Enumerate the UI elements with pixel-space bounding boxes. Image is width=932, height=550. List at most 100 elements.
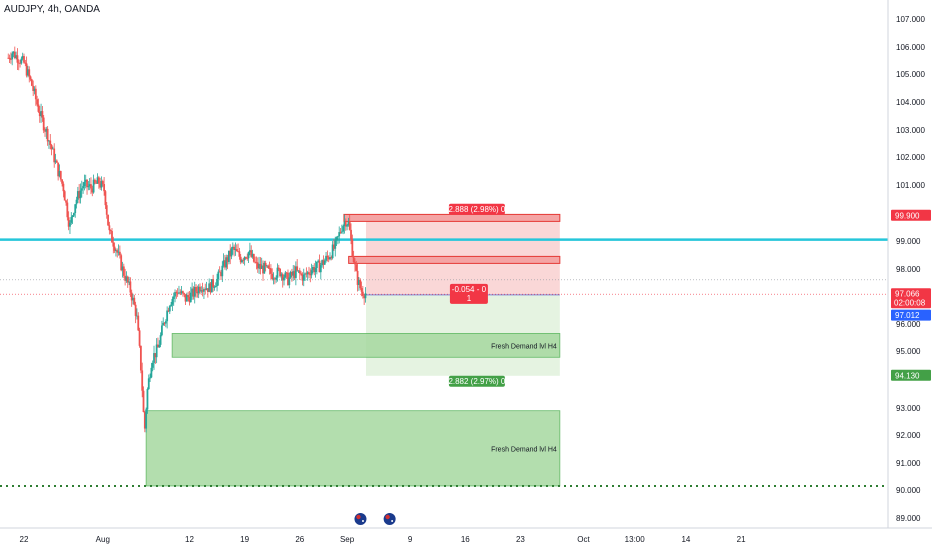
candle-body xyxy=(354,261,356,265)
candle-body xyxy=(241,260,243,263)
candle-body xyxy=(94,179,96,183)
pnl-label: -0.054 - 01 xyxy=(449,283,488,304)
candle-body xyxy=(32,85,35,91)
candle-body xyxy=(115,250,117,252)
candle-body xyxy=(159,335,162,345)
candle-body xyxy=(50,144,53,150)
candle-body xyxy=(12,51,15,54)
candle-body xyxy=(243,257,246,261)
candle-body xyxy=(252,254,255,262)
candle-body xyxy=(136,315,138,317)
price-tick-label: 102.000 xyxy=(896,153,925,162)
candle-body xyxy=(69,222,71,227)
candle-body xyxy=(62,183,65,192)
supply-zone xyxy=(348,255,561,264)
candle-body xyxy=(321,260,324,266)
price-tick-label: 90.000 xyxy=(896,486,921,495)
candle-body xyxy=(331,244,334,259)
candle-body xyxy=(214,286,217,288)
candle-body xyxy=(145,409,148,429)
candle-body xyxy=(213,287,216,288)
candle-body xyxy=(296,266,299,271)
candle-body xyxy=(230,248,233,257)
candle-body xyxy=(195,287,197,292)
candle-body xyxy=(107,214,109,226)
candle-body xyxy=(191,288,194,293)
candle-body xyxy=(73,213,75,216)
time-tick-label: Sep xyxy=(340,535,355,544)
event-flag-circle xyxy=(382,512,397,526)
candle-body xyxy=(340,231,343,233)
candle-body xyxy=(224,260,226,268)
price-tick-label: 105.000 xyxy=(896,70,925,79)
candle-body xyxy=(206,288,209,292)
pnl-label-text: 1 xyxy=(467,294,472,303)
pnl-label-text: -0.054 - 0 xyxy=(452,285,487,294)
candle-body xyxy=(109,230,112,232)
candle-body xyxy=(183,293,186,295)
candle-body xyxy=(293,271,296,278)
price-tag-box xyxy=(891,209,931,221)
candle-body xyxy=(364,293,367,299)
candle-body xyxy=(226,257,229,262)
candle-body xyxy=(259,263,262,269)
candle-body xyxy=(59,171,62,180)
candle-body xyxy=(51,148,54,150)
candle-body xyxy=(266,265,268,267)
candle-body xyxy=(225,257,228,268)
time-tick-label: 14 xyxy=(681,535,690,544)
event-flag-icon[interactable] xyxy=(382,512,397,526)
candle-body xyxy=(255,262,258,263)
candle-body xyxy=(143,412,146,429)
candle-body xyxy=(210,279,213,293)
candle-body xyxy=(84,179,87,182)
candle-body xyxy=(167,310,170,312)
event-flag-icon[interactable] xyxy=(353,512,368,526)
candle-body xyxy=(271,273,274,280)
candle-body xyxy=(185,295,188,302)
time-axis[interactable]: 22 Aug 12 19 26 Sep 9 16 23 Oct 13:00 14 21 xyxy=(0,512,932,545)
candle-body xyxy=(149,377,151,379)
candle-body xyxy=(176,292,179,294)
candle-body xyxy=(248,250,251,253)
candle-body xyxy=(239,256,242,263)
candle-body xyxy=(133,297,136,305)
candle-body xyxy=(23,56,25,63)
candle-body xyxy=(317,260,320,262)
price-tag-box xyxy=(891,309,931,321)
stop-label-text: 2.888 (2.98%) 0 xyxy=(448,205,505,214)
price-axis[interactable]: 89.000 90.000 91.000 92.000 93.000 95.000 96.0… xyxy=(887,0,931,528)
time-tick-label: 23 xyxy=(516,535,525,544)
candle-body xyxy=(44,130,46,132)
time-tick-label: 21 xyxy=(737,535,746,544)
candle-body xyxy=(20,58,23,64)
candle-body xyxy=(164,321,167,324)
candle-body xyxy=(309,274,312,276)
candle-body xyxy=(8,57,11,60)
zones-layer xyxy=(145,213,561,487)
candle-body xyxy=(157,344,159,348)
candle-body xyxy=(161,325,163,336)
demand-zone-label: Fresh Demand lvl H4 xyxy=(491,446,557,453)
candle-body xyxy=(71,215,74,218)
event-flag-circle xyxy=(353,512,368,526)
price-tag: 97.012 xyxy=(891,309,931,321)
event-flag-star xyxy=(361,520,364,522)
candle-body xyxy=(126,276,129,283)
candle-body xyxy=(168,306,171,312)
candle-body xyxy=(142,390,145,413)
candle-body xyxy=(9,59,12,60)
candle-body xyxy=(234,249,237,251)
candle-body xyxy=(118,251,121,256)
candle-body xyxy=(260,265,263,269)
candle-body xyxy=(220,272,222,277)
candle-body xyxy=(88,184,91,187)
candle-body xyxy=(120,255,123,271)
candle-body xyxy=(315,261,318,268)
candle-body xyxy=(188,296,191,303)
candle-body xyxy=(227,250,230,262)
candle-body xyxy=(250,250,253,257)
candle-body xyxy=(83,181,86,187)
candle-body xyxy=(30,79,33,86)
